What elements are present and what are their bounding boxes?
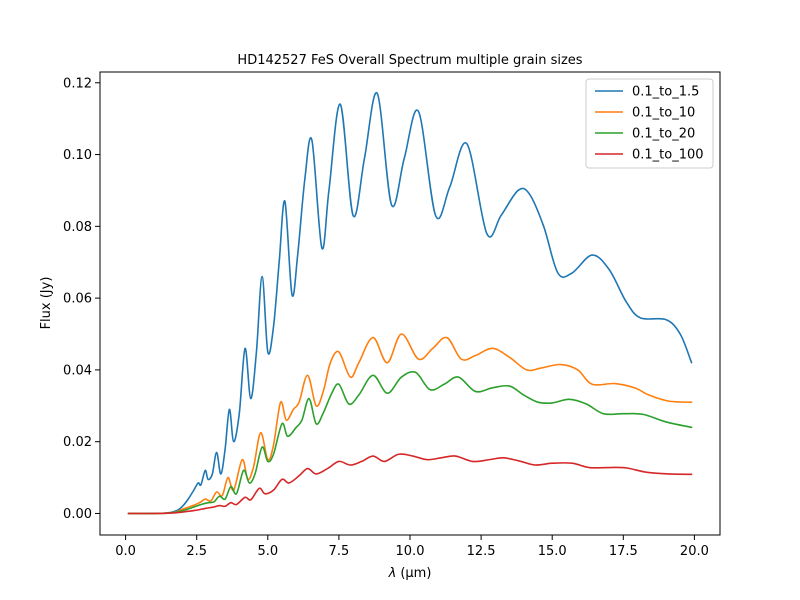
legend-label-2: 0.1_to_20 (632, 127, 695, 142)
x-tick-label: 7.5 (329, 544, 350, 559)
x-tick-label: 5.0 (257, 544, 278, 559)
series-layer (127, 92, 693, 515)
y-axis-label: Flux (Jy) (39, 277, 54, 330)
legend-label-3: 0.1_to_100 (632, 148, 704, 163)
x-axis-label: λ (μm) (388, 566, 432, 581)
y-tick-label: 0.08 (63, 220, 92, 235)
x-axis-label-symbol: λ (388, 566, 397, 581)
x-tick-label: 0.0 (115, 544, 136, 559)
x-tick-label: 17.5 (609, 544, 638, 559)
x-tick-label: 12.5 (467, 544, 496, 559)
x-axis-label-unit: (μm) (400, 566, 431, 581)
x-tick-label: 10.0 (396, 544, 425, 559)
x-axis-ticks: 0.0 2.5 5.0 7.5 10.0 12.5 15.0 17.5 20.0 (115, 535, 709, 559)
legend-label-0: 0.1_to_1.5 (632, 85, 699, 100)
series-line-2 (127, 370, 693, 515)
series-line-1 (127, 333, 693, 515)
y-tick-label: 0.02 (63, 435, 92, 450)
series-line-0 (127, 92, 693, 515)
legend-box (585, 78, 714, 169)
plot-area (99, 71, 721, 536)
y-tick-label: 0.06 (63, 292, 92, 307)
x-tick-label: 20.0 (680, 544, 709, 559)
x-tick-label: 2.5 (186, 544, 207, 559)
y-tick-label: 0.10 (63, 148, 92, 163)
legend-label-1: 0.1_to_10 (632, 106, 695, 121)
y-tick-label: 0.00 (63, 507, 92, 522)
y-tick-label: 0.04 (63, 363, 92, 378)
y-axis-ticks: 0.00 0.02 0.04 0.06 0.08 0.10 0.12 (63, 76, 100, 522)
legend: 0.1_to_1.5 0.1_to_10 0.1_to_20 0.1_to_100 (585, 78, 714, 169)
y-tick-label: 0.12 (63, 76, 92, 91)
x-tick-label: 15.0 (538, 544, 567, 559)
series-line-3 (127, 453, 693, 515)
chart-title: HD142527 FeS Overall Spectrum multiple g… (237, 53, 582, 68)
